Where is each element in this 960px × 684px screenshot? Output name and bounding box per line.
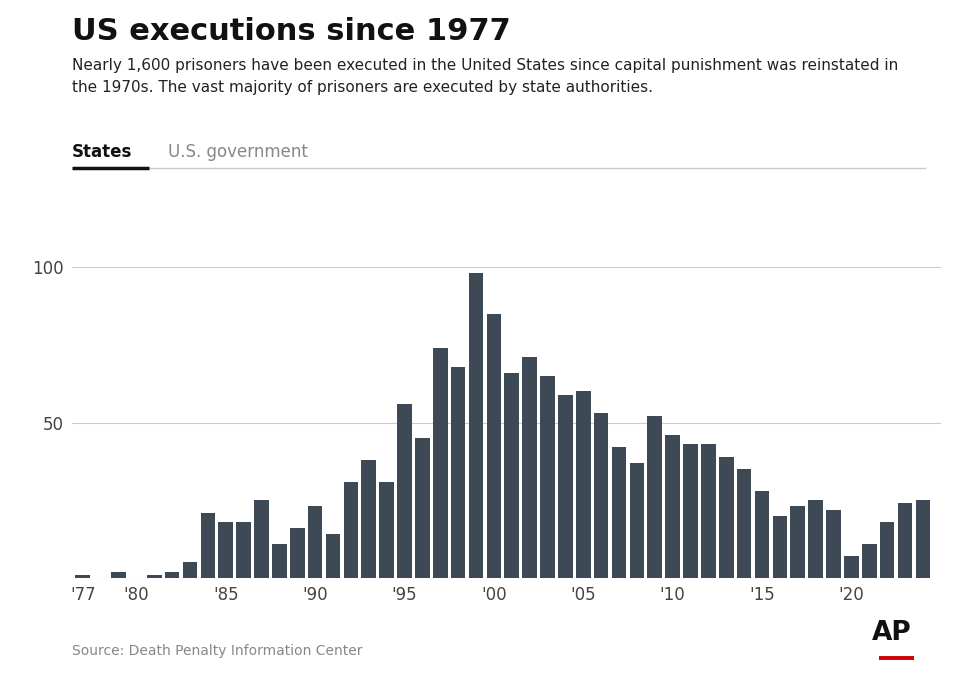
Text: U.S. government: U.S. government xyxy=(168,143,308,161)
Text: States: States xyxy=(72,143,132,161)
Bar xyxy=(594,413,609,578)
Bar xyxy=(361,460,376,578)
Bar xyxy=(111,572,126,578)
Bar xyxy=(701,445,716,578)
Bar xyxy=(827,510,841,578)
Bar xyxy=(737,469,752,578)
Bar xyxy=(451,367,466,578)
Bar xyxy=(487,314,501,578)
Bar xyxy=(433,348,447,578)
Bar xyxy=(165,572,180,578)
Bar xyxy=(272,544,287,578)
Bar xyxy=(308,506,323,578)
Bar xyxy=(844,556,859,578)
Bar xyxy=(790,506,805,578)
Bar xyxy=(880,522,895,578)
Bar xyxy=(773,516,787,578)
Bar xyxy=(415,438,430,578)
Bar xyxy=(397,404,412,578)
Bar xyxy=(898,503,912,578)
Bar xyxy=(236,522,251,578)
Bar xyxy=(630,463,644,578)
Bar xyxy=(558,395,573,578)
Bar xyxy=(612,447,626,578)
Bar xyxy=(647,417,662,578)
Text: Source: Death Penalty Information Center: Source: Death Penalty Information Center xyxy=(72,644,363,658)
Text: Nearly 1,600 prisoners have been executed in the United States since capital pun: Nearly 1,600 prisoners have been execute… xyxy=(72,58,899,95)
Bar xyxy=(147,575,161,578)
Bar xyxy=(201,513,215,578)
Bar xyxy=(808,500,823,578)
Bar xyxy=(468,274,483,578)
Bar xyxy=(344,482,358,578)
Text: AP: AP xyxy=(873,620,912,646)
Bar xyxy=(76,575,90,578)
Bar xyxy=(916,500,930,578)
Bar xyxy=(862,544,876,578)
Bar xyxy=(522,357,537,578)
Bar xyxy=(219,522,233,578)
Text: US executions since 1977: US executions since 1977 xyxy=(72,17,511,46)
Bar xyxy=(254,500,269,578)
Bar xyxy=(540,376,555,578)
Bar xyxy=(504,373,519,578)
Bar xyxy=(182,562,198,578)
Bar xyxy=(665,435,680,578)
Bar xyxy=(755,491,769,578)
Bar xyxy=(325,534,341,578)
Bar xyxy=(290,528,304,578)
Bar xyxy=(684,445,698,578)
Bar xyxy=(576,391,590,578)
Bar xyxy=(379,482,394,578)
Bar xyxy=(719,457,733,578)
